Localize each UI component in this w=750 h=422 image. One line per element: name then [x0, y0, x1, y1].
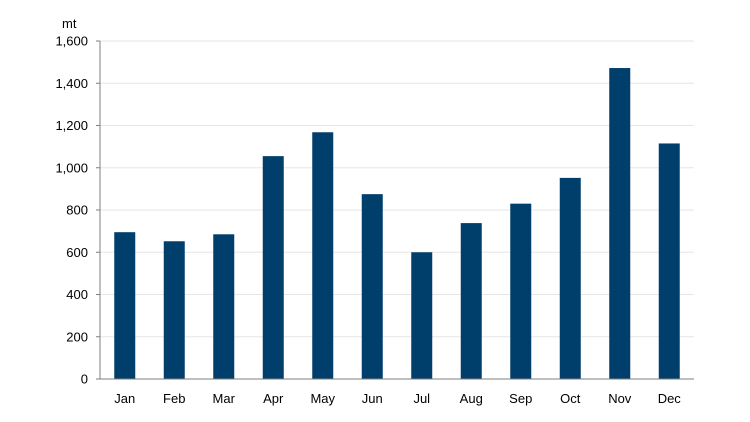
y-tick-label: 800 — [66, 203, 88, 218]
x-axis-tick-labels: Jan Feb Mar Apr May Jun Jul Aug Sep Oct Nov Dec — [114, 391, 681, 406]
x-tick-label: Aug — [460, 391, 483, 406]
x-tick-label: Dec — [658, 391, 682, 406]
bar-mar — [213, 234, 235, 379]
bar-aug — [460, 223, 482, 379]
x-tick-label: Jun — [362, 391, 383, 406]
y-tick-label: 1,600 — [55, 34, 88, 49]
x-tick-label: Feb — [163, 391, 185, 406]
y-tick-label: 1,000 — [55, 160, 88, 175]
x-tick-label: May — [310, 391, 335, 406]
gridlines — [100, 40, 694, 338]
bar-nov — [609, 68, 631, 379]
axes — [96, 40, 694, 380]
x-tick-label: Jul — [413, 391, 430, 406]
bar-oct — [559, 177, 581, 379]
bar-apr — [262, 156, 284, 379]
y-tick-label: 400 — [66, 287, 88, 302]
x-tick-label: Nov — [608, 391, 632, 406]
bar-dec — [658, 143, 680, 379]
x-tick-label: Oct — [560, 391, 581, 406]
y-tick-label: 200 — [66, 329, 88, 344]
x-tick-label: Jan — [114, 391, 135, 406]
y-axis-unit-label: mt — [62, 16, 77, 31]
bar-jan — [114, 232, 136, 379]
bar-feb — [163, 241, 185, 379]
y-tick-label: 1,200 — [55, 118, 88, 133]
bar-sep — [510, 203, 532, 379]
x-tick-label: Sep — [509, 391, 532, 406]
x-tick-label: Apr — [263, 391, 284, 406]
bar-jun — [361, 194, 383, 379]
bar-may — [312, 132, 334, 379]
y-tick-label: 600 — [66, 245, 88, 260]
bars — [114, 68, 680, 379]
y-tick-label: 0 — [81, 372, 88, 387]
y-tick-label: 1,400 — [55, 76, 88, 91]
x-tick-label: Mar — [213, 391, 236, 406]
y-axis-tick-labels: 0 200 400 600 800 1,000 1,200 1,400 1,600 — [55, 34, 88, 387]
bar-jul — [411, 252, 433, 379]
